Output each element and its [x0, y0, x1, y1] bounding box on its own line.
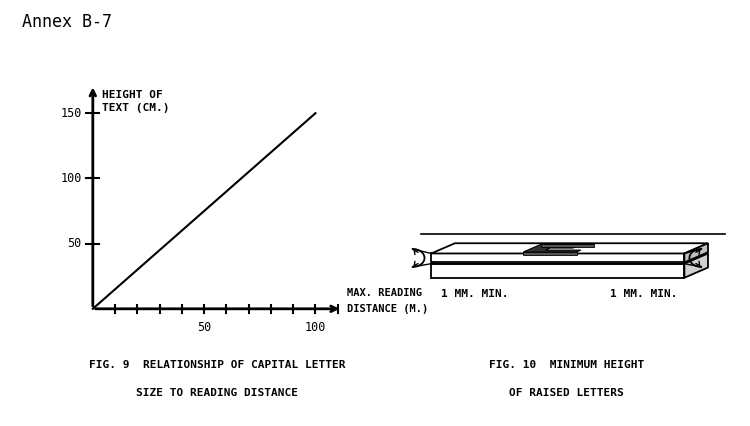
Polygon shape — [431, 264, 684, 278]
Text: 150: 150 — [60, 106, 82, 120]
Text: 100: 100 — [60, 172, 82, 185]
Text: DISTANCE (M.): DISTANCE (M.) — [346, 304, 428, 314]
Polygon shape — [541, 244, 594, 248]
Polygon shape — [684, 243, 708, 262]
Text: TEXT (CM.): TEXT (CM.) — [102, 103, 170, 113]
Text: FIG. 10  MINIMUM HEIGHT: FIG. 10 MINIMUM HEIGHT — [489, 360, 644, 370]
Text: 100: 100 — [304, 320, 326, 334]
Text: MAX. READING: MAX. READING — [346, 288, 422, 298]
Text: OF RAISED LETTERS: OF RAISED LETTERS — [509, 388, 624, 397]
Text: 1 MM. MIN.: 1 MM. MIN. — [441, 289, 509, 299]
Polygon shape — [524, 244, 594, 252]
Text: HEIGHT OF: HEIGHT OF — [102, 90, 163, 100]
Polygon shape — [684, 253, 708, 278]
Text: 50: 50 — [197, 320, 211, 334]
Text: 1 MM. MIN.: 1 MM. MIN. — [610, 289, 678, 299]
Polygon shape — [431, 243, 708, 253]
Text: FIG. 9  RELATIONSHIP OF CAPITAL LETTER: FIG. 9 RELATIONSHIP OF CAPITAL LETTER — [89, 360, 346, 370]
Polygon shape — [431, 253, 708, 264]
Text: Annex B-7: Annex B-7 — [22, 13, 112, 31]
Polygon shape — [524, 252, 577, 255]
Polygon shape — [431, 253, 684, 262]
Text: SIZE TO READING DISTANCE: SIZE TO READING DISTANCE — [136, 388, 298, 397]
Text: 50: 50 — [68, 237, 82, 250]
